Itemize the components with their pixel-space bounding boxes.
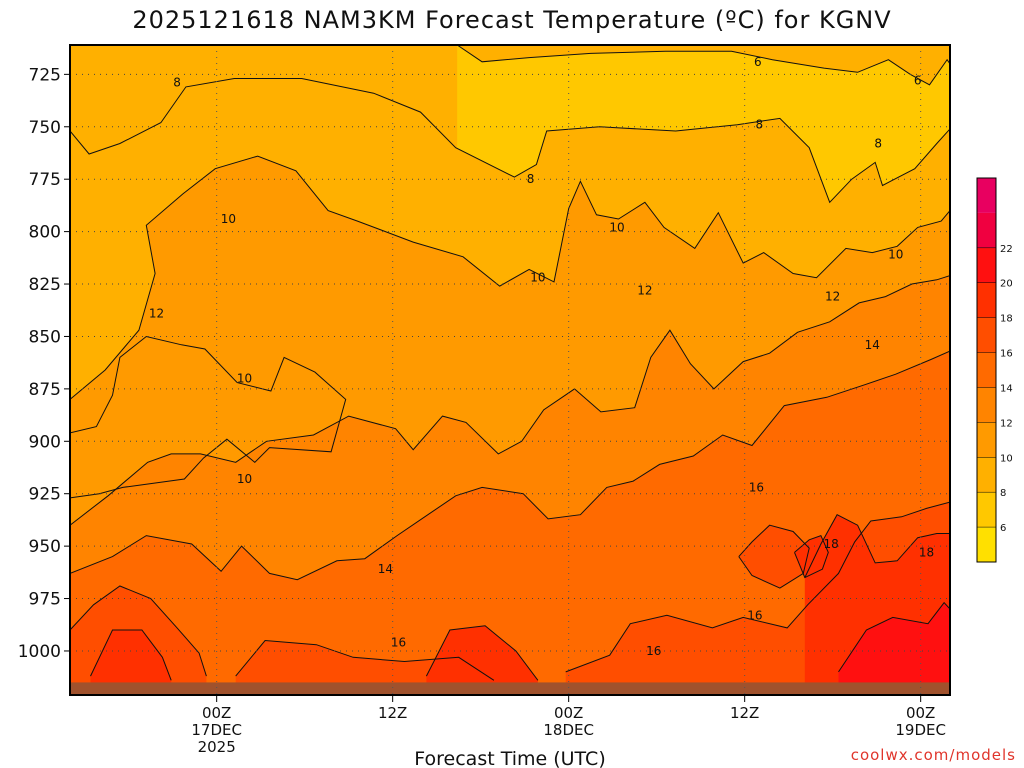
contour-line-14	[70, 350, 950, 581]
colorbar-segment	[977, 178, 996, 213]
contour-label: 10	[609, 220, 624, 234]
contour-label: 8	[756, 118, 764, 132]
contour-label: 6	[754, 55, 762, 69]
contour-label: 14	[865, 338, 880, 352]
contour-line-16	[738, 524, 810, 589]
contour-line-20	[838, 601, 950, 673]
x-tick-date: 17DEC	[191, 721, 242, 739]
contour-label: 10	[237, 371, 252, 385]
band-14	[70, 351, 950, 695]
band-20	[838, 602, 950, 695]
y-tick-label: 900	[29, 432, 61, 452]
colorbar-segment	[977, 317, 996, 353]
colorbar-segment	[977, 352, 996, 388]
contour-label: 8	[173, 76, 181, 90]
x-tick-label: 12Z	[378, 704, 407, 722]
contour-label: 10	[221, 212, 236, 226]
x-tick-date: 19DEC	[895, 721, 946, 739]
credit-text[interactable]: coolwx.com/models	[851, 746, 1016, 764]
y-tick-label: 775	[29, 170, 61, 190]
y-tick-label: 850	[29, 327, 61, 347]
contour-line-16	[235, 639, 495, 681]
grid-lines	[70, 45, 950, 695]
y-tick-label: 750	[29, 118, 61, 138]
contour-line-18	[794, 534, 829, 579]
x-tick-label: 00Z	[554, 704, 583, 722]
contour-label: 16	[747, 608, 762, 622]
ground-surface	[70, 682, 950, 695]
contour-line-18	[425, 625, 539, 681]
contour-label: 8	[874, 137, 882, 151]
y-tick-label: 1000	[18, 642, 61, 662]
colorbar-label: 16	[1000, 349, 1013, 360]
contour-line-10	[70, 155, 950, 400]
x-axis-label: Forecast Time (UTC)	[414, 748, 605, 768]
colorbar-frame	[976, 177, 997, 563]
x-tick-year: 2025	[198, 738, 236, 756]
y-tick-label: 825	[29, 275, 61, 295]
contour-line-18	[804, 514, 950, 578]
contour-label: 10	[888, 248, 903, 262]
contour-label: 8	[527, 172, 535, 186]
contour-label: 18	[919, 545, 934, 559]
contour-label: 6	[914, 74, 922, 88]
contour-label: 14	[378, 562, 393, 576]
contour-line-16	[70, 585, 207, 677]
x-tick-label: 12Z	[730, 704, 759, 722]
y-tick-label: 975	[29, 590, 61, 610]
colorbar-label: 20	[1000, 279, 1013, 290]
contour-label: 16	[749, 480, 764, 494]
colorbar-label: 8	[1000, 488, 1006, 499]
contour-line-10	[70, 335, 347, 499]
x-tick-label: 00Z	[202, 704, 231, 722]
band-18	[90, 630, 172, 695]
band-16	[738, 525, 810, 589]
contour-label: 16	[646, 644, 661, 658]
contour-line-8	[70, 78, 950, 204]
colorbar-segment	[977, 247, 996, 283]
contour-label: 12	[637, 283, 652, 297]
colorbar-label: 14	[1000, 383, 1013, 394]
colorbar-segment	[977, 422, 996, 458]
y-tick-label: 950	[29, 537, 61, 557]
colorbar-segment	[977, 212, 996, 248]
colorbar-segment	[977, 492, 996, 528]
colorbar-label: 10	[1000, 453, 1013, 464]
colorbar-segment	[977, 457, 996, 493]
y-tick-label: 875	[29, 380, 61, 400]
contour-label: 10	[530, 271, 545, 285]
contour-label: 16	[391, 636, 406, 650]
contour-line-16	[565, 501, 950, 673]
x-tick-date: 18DEC	[543, 721, 594, 739]
colorbar-segment	[977, 282, 996, 318]
y-tick-label: 725	[29, 65, 61, 85]
colorbar-label: 18	[1000, 314, 1013, 325]
band-18	[426, 625, 538, 695]
contour-label: 10	[237, 472, 252, 486]
contour-label: 12	[149, 306, 164, 320]
contour-label: 12	[825, 290, 840, 304]
chart-title: 2025121618 NAM3KM Forecast Temperature (…	[132, 6, 891, 34]
contour-line-12	[70, 275, 950, 526]
contour-line-18	[90, 629, 172, 681]
heatmap-field	[70, 45, 950, 695]
colorbar: 6 8 10 12 14 16 18 20 22	[976, 177, 1013, 563]
x-tick-label: 00Z	[906, 704, 935, 722]
y-tick-label: 800	[29, 223, 61, 243]
colorbar-label: 12	[1000, 418, 1013, 429]
contour-line-6	[456, 45, 950, 86]
colorbar-label: 6	[1000, 523, 1006, 534]
colorbar-label: 22	[1000, 244, 1013, 255]
plot-frame	[69, 44, 951, 696]
contour-label: 18	[824, 537, 839, 551]
band-10	[70, 336, 346, 695]
y-tick-label: 925	[29, 485, 61, 505]
colorbar-segment	[977, 387, 996, 423]
colorbar-segment	[977, 527, 996, 562]
